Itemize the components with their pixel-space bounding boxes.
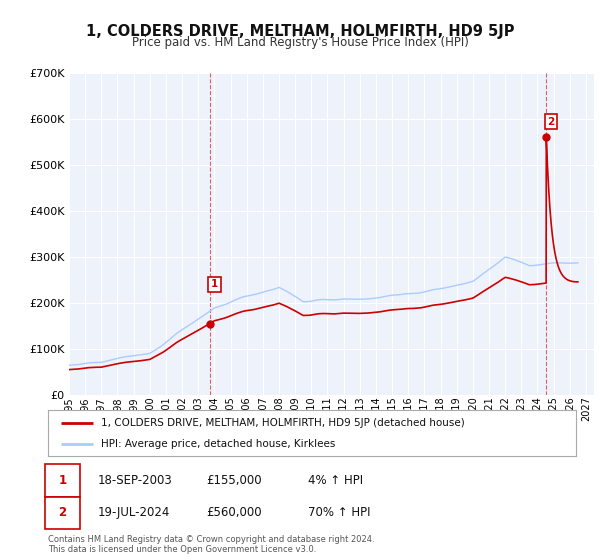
Text: 1: 1 [58, 474, 67, 487]
Text: 1: 1 [211, 279, 218, 290]
Text: 18-SEP-2003: 18-SEP-2003 [98, 474, 173, 487]
Text: £560,000: £560,000 [206, 506, 262, 520]
Text: 2: 2 [548, 116, 555, 127]
Text: Price paid vs. HM Land Registry's House Price Index (HPI): Price paid vs. HM Land Registry's House … [131, 36, 469, 49]
Text: 4% ↑ HPI: 4% ↑ HPI [308, 474, 363, 487]
Point [205, 319, 215, 328]
Text: This data is licensed under the Open Government Licence v3.0.: This data is licensed under the Open Gov… [48, 545, 316, 554]
Text: Contains HM Land Registry data © Crown copyright and database right 2024.: Contains HM Land Registry data © Crown c… [48, 535, 374, 544]
Text: 1, COLDERS DRIVE, MELTHAM, HOLMFIRTH, HD9 5JP: 1, COLDERS DRIVE, MELTHAM, HOLMFIRTH, HD… [86, 24, 514, 39]
Text: £155,000: £155,000 [206, 474, 262, 487]
Text: 70% ↑ HPI: 70% ↑ HPI [308, 506, 370, 520]
Text: 1, COLDERS DRIVE, MELTHAM, HOLMFIRTH, HD9 5JP (detached house): 1, COLDERS DRIVE, MELTHAM, HOLMFIRTH, HD… [101, 418, 464, 428]
Point [542, 133, 551, 142]
Text: 19-JUL-2024: 19-JUL-2024 [98, 506, 170, 520]
Text: HPI: Average price, detached house, Kirklees: HPI: Average price, detached house, Kirk… [101, 439, 335, 449]
Text: 2: 2 [58, 506, 67, 520]
